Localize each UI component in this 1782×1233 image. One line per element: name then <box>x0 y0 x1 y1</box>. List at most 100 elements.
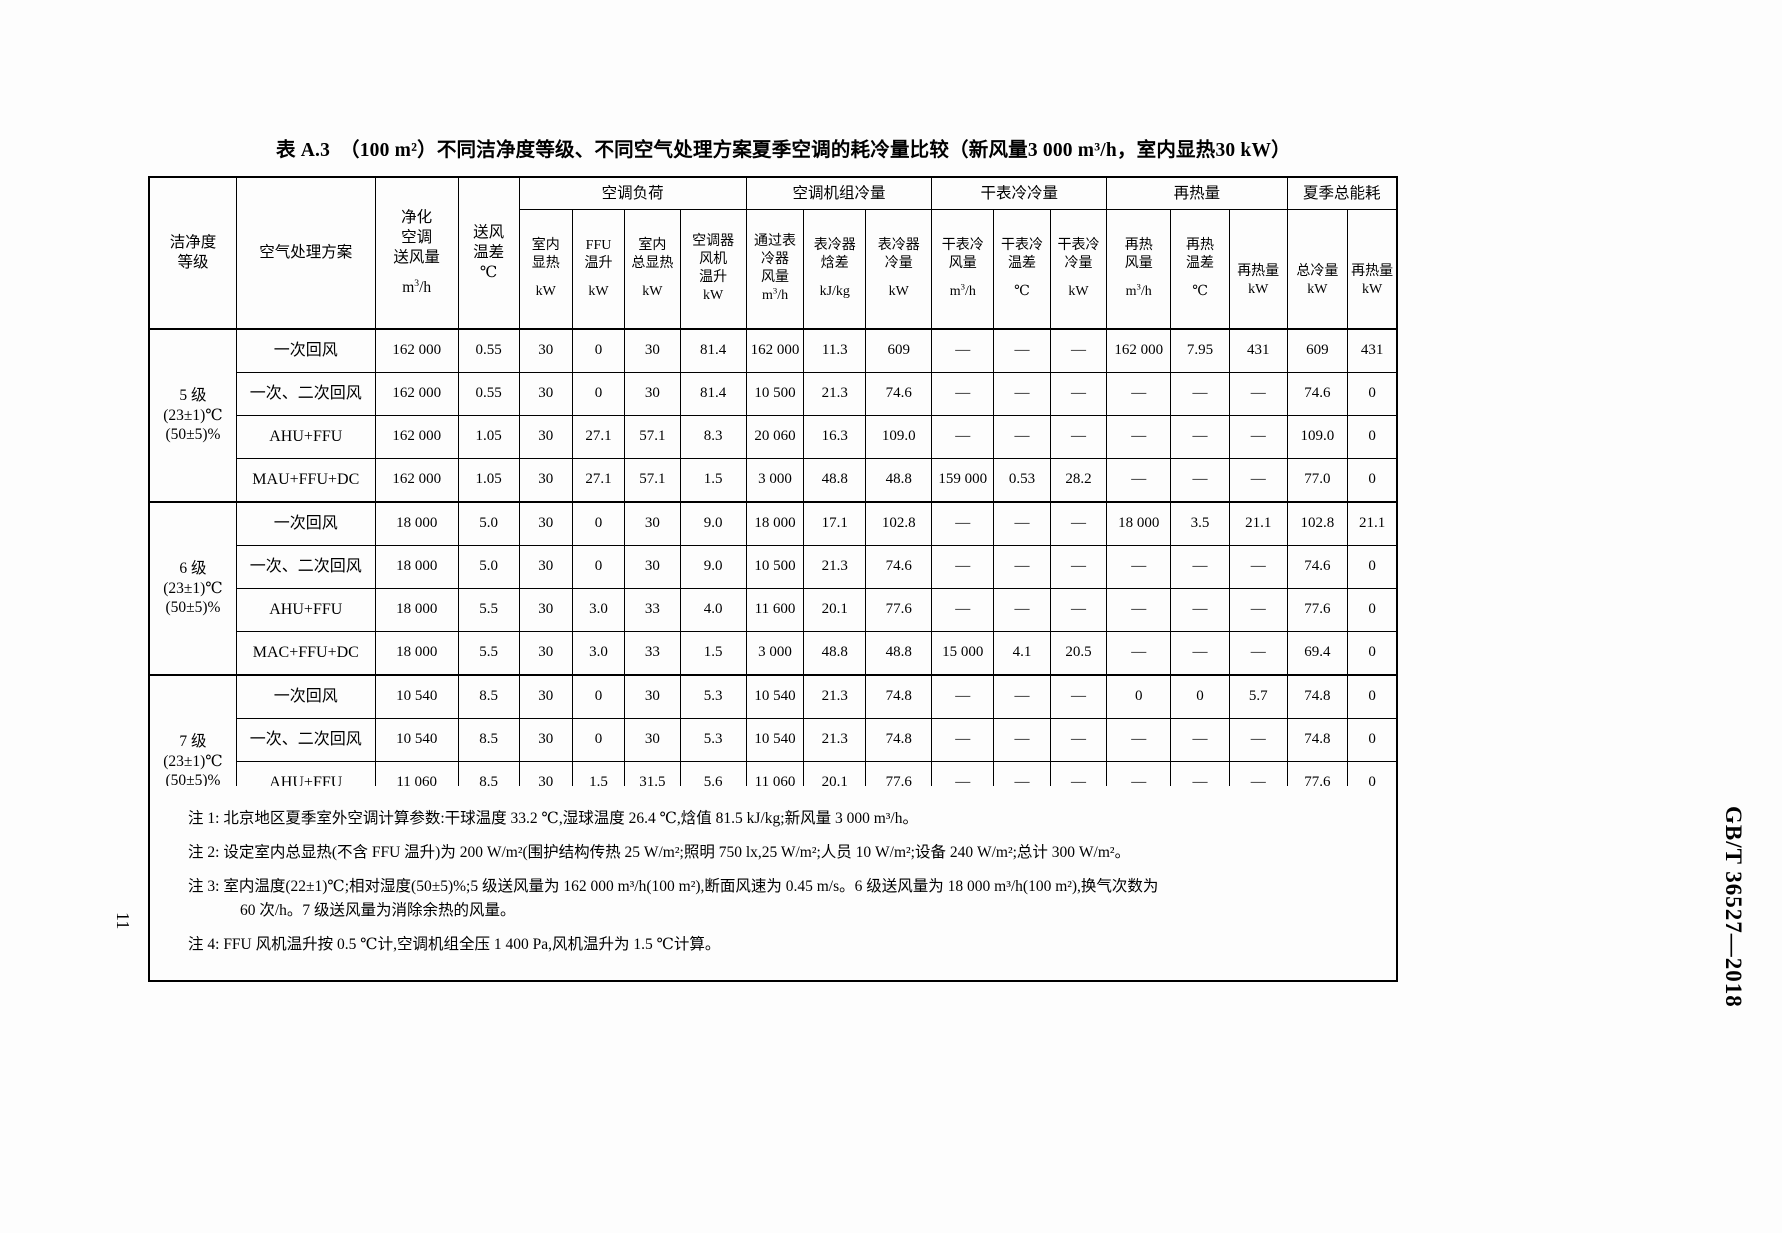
cell-value: 15 000 <box>931 631 995 676</box>
header-airflow-through-coil: 通过表 冷器 风量 m3/h <box>745 209 805 330</box>
cell-value: — <box>1106 372 1172 416</box>
cell-value: — <box>1170 588 1230 632</box>
cell-value: 21.3 <box>803 372 867 416</box>
cell-value: 18 000 <box>374 545 459 589</box>
header-reheat-temp-diff: 再热 温差 ℃ <box>1170 209 1230 330</box>
cell-value: 74.8 <box>1286 674 1349 719</box>
cell-air-scheme: 一次回风 <box>235 328 376 373</box>
cell-value: — <box>993 674 1051 719</box>
cell-value: 431 <box>1228 328 1288 373</box>
cell-air-scheme: 一次、二次回风 <box>235 718 376 762</box>
header-cleanliness-level: 洁净度 等级 <box>147 176 237 330</box>
cell-value: — <box>1170 631 1230 676</box>
cell-value: — <box>1049 415 1108 459</box>
cell-value: — <box>931 718 995 762</box>
cell-value: 18 000 <box>374 631 459 676</box>
cell-value: 3 000 <box>745 458 805 503</box>
cell-air-scheme: 一次回风 <box>235 501 376 546</box>
cell-value: 30 <box>624 501 681 546</box>
cell-value: 5.7 <box>1228 674 1288 719</box>
cell-value: — <box>1170 545 1230 589</box>
header-total-reheat-capacity: 再热量 kW <box>1347 209 1399 330</box>
cell-value: 48.8 <box>865 631 933 676</box>
header-dry-coil-airflow: 干表冷 风量 m3/h <box>931 209 995 330</box>
cell-value: 5.3 <box>679 674 747 719</box>
cell-value: — <box>1106 415 1172 459</box>
header-supply-temp-diff: 送风 温差 ℃ <box>457 176 520 330</box>
cell-air-scheme: MAU+FFU+DC <box>235 458 376 503</box>
cell-value: — <box>1049 674 1108 719</box>
header-air-scheme: 空气处理方案 <box>235 176 376 330</box>
cell-value: — <box>1106 458 1172 503</box>
cell-value: 5.0 <box>457 545 520 589</box>
cell-value: — <box>1228 415 1288 459</box>
cell-value: 0 <box>1347 674 1399 719</box>
cell-value: 0 <box>1170 674 1230 719</box>
cell-value: 27.1 <box>571 458 626 503</box>
cell-value: 3.0 <box>571 588 626 632</box>
cell-value: 0 <box>571 718 626 762</box>
level-line: (50±5)% <box>165 772 221 790</box>
cell-value: 9.0 <box>679 545 747 589</box>
cell-value: 30 <box>518 328 573 373</box>
cell-value: 57.1 <box>624 415 681 459</box>
table-note: 注 2: 设定室内总显热(不含 FFU 温升)为 200 W/m²(围护结构传热… <box>150 836 1396 870</box>
cell-value: 0 <box>1347 588 1399 632</box>
cell-value: 16.3 <box>803 415 867 459</box>
note-text: FFU 风机温升按 0.5 ℃计,空调机组全压 1 400 Pa,风机温升为 1… <box>223 936 721 954</box>
cell-value: — <box>1106 545 1172 589</box>
cell-value: — <box>1049 718 1108 762</box>
cell-value: 0 <box>1347 458 1399 503</box>
header-group-row: 洁净度 等级 空气处理方案 净化 空调 送风量 m3/h 送风 温差 <box>147 176 1398 330</box>
cell-value: 30 <box>518 545 573 589</box>
note-text: 设定室内总显热(不含 FFU 温升)为 200 W/m²(围护结构传热 25 W… <box>223 844 1131 862</box>
cell-value: 162 000 <box>745 328 805 373</box>
cell-value: 33 <box>624 631 681 676</box>
header-subcolumn-row: 室内 显热 kW FFU 温升 kW 室内 总显热 kW <box>149 209 1399 330</box>
cell-value: 0 <box>571 328 626 373</box>
cell-value: 48.8 <box>865 458 933 503</box>
cell-value: 5.3 <box>679 718 747 762</box>
cell-value: 0 <box>1347 372 1399 416</box>
cell-value: 74.8 <box>865 718 933 762</box>
level-line: (23±1)℃ <box>163 752 223 770</box>
cell-value: 0.53 <box>993 458 1051 503</box>
cell-value: — <box>931 328 995 373</box>
header-coil-enthalpy-diff: 表冷器 焓差 kJ/kg <box>803 209 867 330</box>
level-line: (50±5)% <box>165 599 221 617</box>
cell-air-scheme: 一次回风 <box>235 674 376 719</box>
table-row: AHU+FFU 18 000 5.5 30 3.0 33 4.0 11 600 20.1 77.6… <box>149 588 1399 632</box>
cell-value: 0 <box>1106 674 1172 719</box>
cell-value: 8.5 <box>457 674 520 719</box>
cell-value: 1.5 <box>679 631 747 676</box>
table-note: 注 3: 室内温度(22±1)℃;相对湿度(50±5)%;5 级送风量为 162… <box>150 870 1396 928</box>
cell-value: 18 000 <box>1106 501 1172 546</box>
cell-value: 5.0 <box>457 501 520 546</box>
cell-value: 74.6 <box>865 372 933 416</box>
cell-value: 77.6 <box>1286 588 1349 632</box>
cell-value: 10 540 <box>374 718 459 762</box>
table-body: 5 级 (23±1)℃ (50±5)% 一次回风 162 000 0.55 30 0 30 81.… <box>147 328 1399 849</box>
cell-value: — <box>993 415 1051 459</box>
cell-value: — <box>931 545 995 589</box>
cell-air-scheme: AHU+FFU <box>235 415 376 459</box>
cell-value: 20 060 <box>745 415 805 459</box>
cell-value: 431 <box>1347 328 1399 373</box>
cell-value: — <box>993 501 1051 546</box>
cell-value: — <box>993 545 1051 589</box>
header-group-ac-load: 空调负荷 <box>518 176 747 210</box>
cell-value: 30 <box>624 674 681 719</box>
cell-value: 18 000 <box>745 501 805 546</box>
header-dry-coil-temp-diff: 干表冷 温差 ℃ <box>993 209 1051 330</box>
row-group-level: 6 级 (23±1)℃ (50±5)% <box>147 501 237 676</box>
cell-value: 8.5 <box>457 718 520 762</box>
cell-value: 77.6 <box>865 588 933 632</box>
cell-air-scheme: 一次、二次回风 <box>235 545 376 589</box>
cell-value: 0 <box>1347 631 1399 676</box>
cell-value: — <box>993 588 1051 632</box>
table-a3-wrapper: 洁净度 等级 空气处理方案 净化 空调 送风量 m3/h 送风 温差 <box>147 176 1399 849</box>
header-group-summer-total-energy: 夏季总能耗 <box>1286 176 1398 210</box>
cell-value: 0 <box>1347 545 1399 589</box>
page-number: 11 <box>113 912 133 930</box>
cell-value: 77.0 <box>1286 458 1349 503</box>
